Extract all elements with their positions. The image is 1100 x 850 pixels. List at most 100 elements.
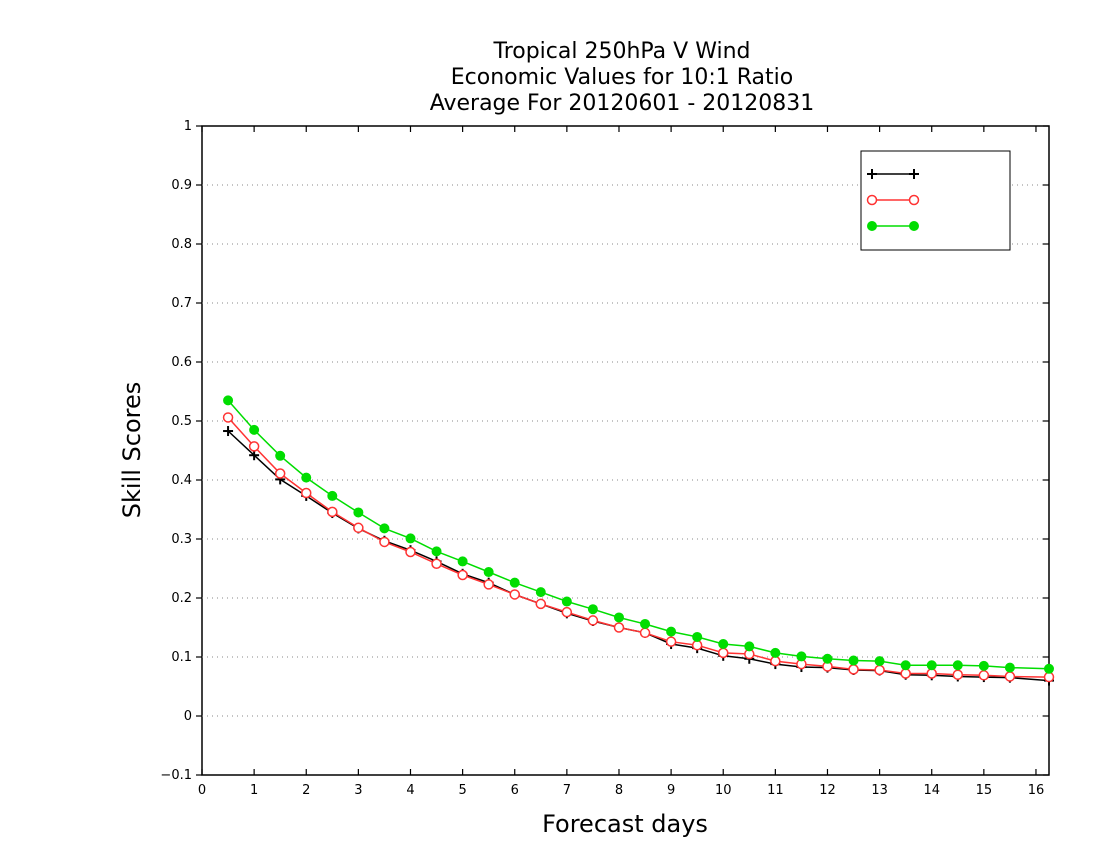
legend-marker xyxy=(866,194,878,206)
series-3-point xyxy=(223,395,234,406)
x-tick-label: 11 xyxy=(767,783,784,798)
chart-title-line-3: Average For 20120601 - 20120831 xyxy=(430,91,815,116)
series-3-point xyxy=(1044,663,1054,674)
series-3-point xyxy=(275,450,286,461)
series-2-point xyxy=(613,622,625,633)
series-2-point xyxy=(639,627,651,639)
series-2-point xyxy=(874,664,885,676)
series-3-point xyxy=(640,618,651,629)
y-tick-label: 0 xyxy=(184,709,192,724)
legend-marker xyxy=(909,221,919,231)
x-tick-label: 5 xyxy=(458,783,466,798)
legend-entry-3 xyxy=(867,221,919,231)
series-3-point xyxy=(822,653,833,664)
series-1-point xyxy=(249,450,260,461)
series-3-point xyxy=(561,596,572,607)
legend-marker xyxy=(867,169,877,179)
y-tick-label: −0.1 xyxy=(160,768,192,783)
series-3-point xyxy=(249,424,260,435)
chart-title-line-1: Tropical 250hPa V Wind xyxy=(492,39,750,64)
series-2-point xyxy=(926,668,937,679)
series-3-point xyxy=(301,472,312,483)
series-3-point xyxy=(327,490,338,501)
series-3-point xyxy=(431,546,442,557)
series-2-point xyxy=(300,487,312,499)
y-tick-label: 0.8 xyxy=(171,237,192,252)
series-3-point xyxy=(770,647,781,658)
y-tick-label: 0.5 xyxy=(171,414,192,429)
series-2-point xyxy=(353,522,364,534)
series-3-point xyxy=(587,604,598,615)
x-tick-label: 4 xyxy=(406,783,414,798)
series-2-point xyxy=(483,579,494,590)
series-3-point xyxy=(509,577,520,588)
series-2-point xyxy=(431,558,442,570)
series-3-point xyxy=(405,533,416,544)
x-tick-label: 12 xyxy=(819,783,836,798)
chart-title-line-2: Economic Values for 10:1 Ratio xyxy=(451,65,793,90)
series-2-point xyxy=(222,412,234,423)
x-tick-label: 13 xyxy=(871,783,888,798)
series-3-point xyxy=(744,641,755,652)
y-tick-label: 1 xyxy=(184,119,192,134)
series-3-point xyxy=(848,655,859,666)
series-3-point xyxy=(457,556,468,567)
series-2-point xyxy=(770,655,781,667)
series-1-point xyxy=(223,426,234,437)
data-series xyxy=(222,395,1055,686)
x-axis-title: Forecast days xyxy=(542,810,708,838)
series-3-point xyxy=(613,612,624,623)
x-tick-label: 3 xyxy=(354,783,362,798)
series-3-point xyxy=(926,660,937,671)
series-2-point xyxy=(248,441,260,452)
series-3-point xyxy=(353,507,364,518)
y-tick-label: 0.7 xyxy=(171,296,192,311)
series-2-point xyxy=(587,615,599,626)
y-axis-ticks: −0.1 0 0.1 0.2 0.3 0.4 0.5 0.6 0.7 0.8 0.9 1 xyxy=(160,119,1049,783)
series-2-point xyxy=(1004,671,1016,682)
y-tick-label: 0.3 xyxy=(171,532,192,547)
series-3-point xyxy=(535,587,546,598)
legend xyxy=(860,150,1011,251)
series-3-point xyxy=(666,626,677,637)
x-axis-ticks: 0 1 2 3 4 5 6 7 8 9 10 11 12 13 14 15 16 xyxy=(198,126,1044,798)
series-3-point xyxy=(692,631,703,642)
x-tick-label: 9 xyxy=(667,783,675,798)
series-2-point xyxy=(848,664,859,675)
legend-marker xyxy=(909,169,919,179)
series-2-point xyxy=(717,647,729,659)
x-tick-label: 8 xyxy=(615,783,623,798)
series-2-point xyxy=(952,669,964,680)
series-2-point xyxy=(665,636,677,647)
series-2-point xyxy=(978,670,990,681)
series-2-point xyxy=(561,606,573,618)
series-2-point xyxy=(405,546,416,558)
series-3 xyxy=(223,395,1054,674)
x-tick-label: 10 xyxy=(715,783,732,798)
x-tick-label: 14 xyxy=(923,783,940,798)
series-2-point xyxy=(457,569,468,581)
series-2-point xyxy=(509,589,520,600)
y-tick-label: 0.6 xyxy=(171,355,192,370)
y-tick-label: 0.2 xyxy=(171,591,192,606)
series-3-point xyxy=(978,660,989,671)
series-3-point xyxy=(796,651,807,662)
y-tick-label: 0.9 xyxy=(171,178,192,193)
legend-entry-1 xyxy=(867,169,919,179)
series-2-point xyxy=(535,598,547,610)
series-2-point xyxy=(1043,671,1055,683)
legend-marker xyxy=(867,221,877,231)
x-tick-label: 6 xyxy=(511,783,519,798)
x-tick-label: 1 xyxy=(250,783,258,798)
series-2-point xyxy=(274,468,286,479)
series-3-point xyxy=(483,567,494,578)
legend-entry-2 xyxy=(866,194,920,206)
series-3-point xyxy=(952,660,963,671)
series-2-point xyxy=(900,668,911,679)
series-2-point xyxy=(327,506,338,518)
legend-marker xyxy=(908,194,920,206)
series-3-point xyxy=(1004,662,1015,673)
x-tick-label: 2 xyxy=(302,783,310,798)
series-3-point xyxy=(379,523,390,534)
